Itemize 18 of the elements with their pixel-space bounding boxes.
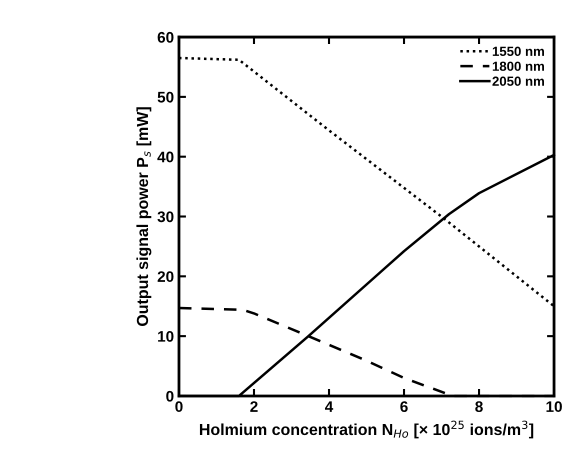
legend-label: 1550 nm	[492, 46, 544, 56]
x-tick-label: 0	[175, 401, 183, 412]
y-tick-label: 30	[157, 211, 174, 222]
x-tick-label: 10	[546, 401, 562, 412]
y-tick-label: 20	[158, 271, 174, 282]
y-axis-title: Output signal power P$_{s}$ [mW]	[136, 107, 152, 326]
y-tick-label: 60	[158, 32, 174, 43]
y-tick-label: 10	[158, 331, 174, 342]
x-tick-label: 4	[324, 401, 334, 412]
legend-label: 2050 nm	[492, 76, 544, 86]
y-tick-label: 40	[157, 152, 174, 162]
x-tick-label: 6	[400, 401, 408, 412]
x-tick-label: 8	[475, 401, 483, 412]
x-axis-title: Holmium concentration N$_{Ho}$ [× 10$^{25}$ ions/m$^{3}$]	[200, 420, 534, 438]
legend-label: 1800 nm	[492, 62, 544, 71]
y-tick-label: 0	[166, 390, 174, 402]
y-tick-label: 50	[158, 92, 174, 103]
x-tick-label: 2	[250, 401, 258, 412]
